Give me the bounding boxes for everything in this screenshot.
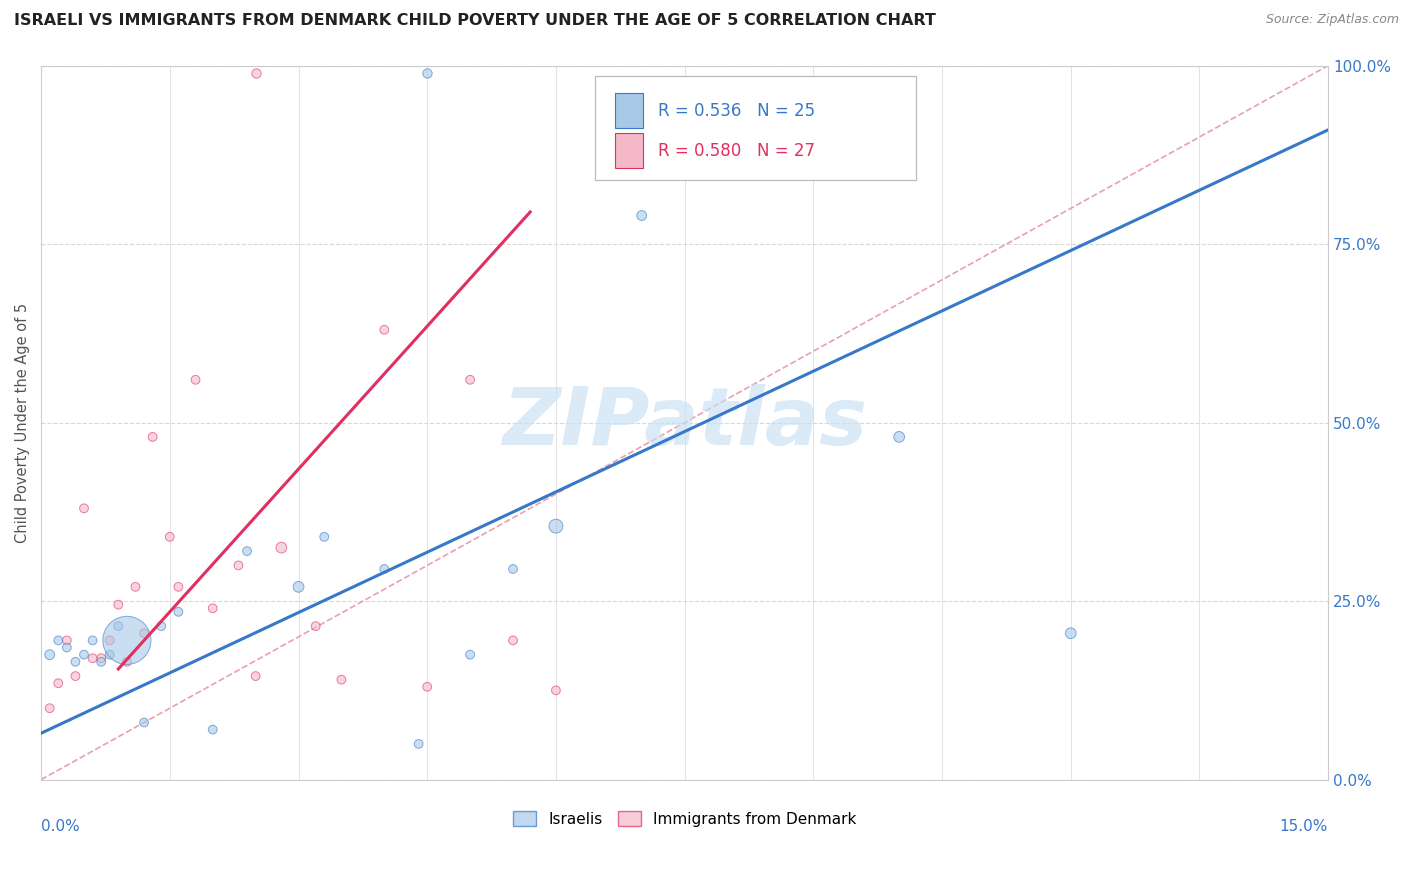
Point — [38, 648, 60, 662]
Point — [56, 640, 79, 655]
Text: Source: ZipAtlas.com: Source: ZipAtlas.com — [1265, 13, 1399, 27]
Point — [305, 619, 328, 633]
Point — [502, 633, 524, 648]
Point — [46, 633, 69, 648]
Point — [245, 66, 267, 80]
Point — [314, 530, 336, 544]
Point — [65, 669, 87, 683]
Text: 0.0%: 0.0% — [41, 819, 80, 834]
Point — [73, 501, 96, 516]
Point — [90, 655, 112, 669]
Point — [115, 633, 138, 648]
Point — [98, 648, 121, 662]
Point — [124, 580, 146, 594]
Point — [132, 715, 155, 730]
Point — [416, 680, 439, 694]
Point — [150, 619, 173, 633]
Point — [270, 541, 292, 555]
Legend: Israelis, Immigrants from Denmark: Israelis, Immigrants from Denmark — [508, 805, 862, 832]
Point — [201, 723, 224, 737]
Point — [56, 633, 79, 648]
Point — [245, 669, 267, 683]
Point — [544, 683, 567, 698]
Point — [82, 651, 104, 665]
Point — [502, 562, 524, 576]
Point — [167, 605, 190, 619]
Point — [115, 655, 138, 669]
Point — [228, 558, 250, 573]
Point — [236, 544, 259, 558]
Point — [167, 580, 190, 594]
FancyBboxPatch shape — [616, 93, 644, 128]
Point — [544, 519, 567, 533]
Text: ISRAELI VS IMMIGRANTS FROM DENMARK CHILD POVERTY UNDER THE AGE OF 5 CORRELATION : ISRAELI VS IMMIGRANTS FROM DENMARK CHILD… — [14, 13, 936, 29]
Point — [887, 430, 910, 444]
Point — [408, 737, 430, 751]
Point — [65, 655, 87, 669]
Point — [458, 373, 481, 387]
Point — [90, 651, 112, 665]
Point — [82, 633, 104, 648]
Point — [287, 580, 309, 594]
Point — [38, 701, 60, 715]
Point — [184, 373, 207, 387]
Point — [630, 209, 652, 223]
Y-axis label: Child Poverty Under the Age of 5: Child Poverty Under the Age of 5 — [15, 302, 30, 542]
Point — [373, 323, 395, 337]
Point — [107, 598, 129, 612]
Point — [46, 676, 69, 690]
Point — [330, 673, 353, 687]
Text: R = 0.580   N = 27: R = 0.580 N = 27 — [658, 142, 814, 160]
Point — [416, 66, 439, 80]
Point — [373, 562, 395, 576]
Point — [1060, 626, 1083, 640]
Point — [142, 430, 165, 444]
Point — [132, 626, 155, 640]
Text: 15.0%: 15.0% — [1279, 819, 1329, 834]
Text: R = 0.536   N = 25: R = 0.536 N = 25 — [658, 102, 814, 120]
FancyBboxPatch shape — [616, 133, 644, 169]
Text: ZIPatlas: ZIPatlas — [502, 384, 868, 462]
Point — [458, 648, 481, 662]
Point — [98, 633, 121, 648]
Point — [159, 530, 181, 544]
Point — [201, 601, 224, 615]
Point — [107, 619, 129, 633]
FancyBboxPatch shape — [595, 77, 917, 180]
Point — [73, 648, 96, 662]
